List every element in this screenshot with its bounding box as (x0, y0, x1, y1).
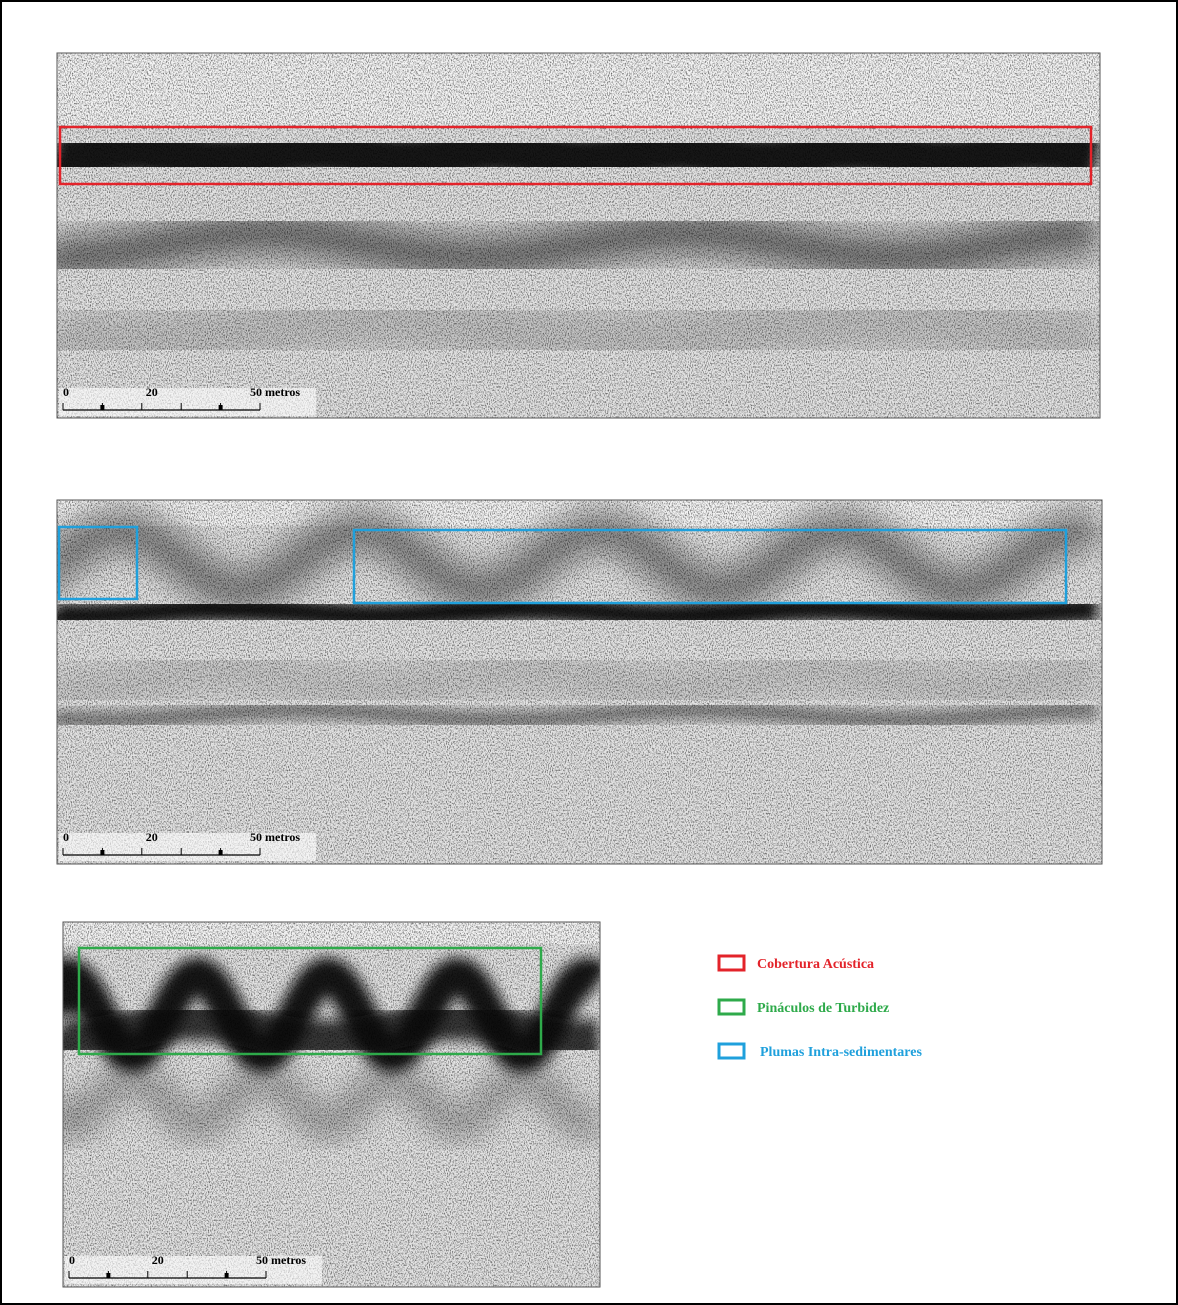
sonar-image (57, 53, 1100, 418)
scale-label: 0 (69, 1253, 75, 1267)
scale-mark (219, 405, 223, 410)
scale-label: 20 (146, 830, 158, 844)
figure: 0 20 50 metros 0 20 50 metros 0 20 50 metros Cobe… (0, 0, 1178, 1305)
speckle (57, 53, 1100, 418)
scale-label: 0 (63, 830, 69, 844)
legend-label: Cobertura Acústica (757, 957, 874, 972)
sonar-panel: 0 20 50 metros (63, 922, 600, 1287)
sonar-panel: 0 20 50 metros (57, 500, 1102, 864)
sonar-panel: 0 20 50 metros (57, 53, 1100, 418)
legend-label: Plumas Intra-sedimentares (760, 1045, 922, 1060)
speckle (57, 500, 1102, 864)
sonar-image (63, 922, 600, 1287)
scale-label: 0 (63, 385, 69, 399)
scale-label: 20 (152, 1253, 164, 1267)
scale-mark (225, 1273, 229, 1278)
scale-mark (219, 850, 223, 855)
sonar-image (57, 500, 1102, 864)
scale-mark (100, 405, 104, 410)
scale-label: 50 metros (250, 830, 300, 844)
scale-label: 20 (146, 385, 158, 399)
speckle (63, 922, 600, 1287)
scale-label: 50 metros (256, 1253, 306, 1267)
scale-mark (100, 850, 104, 855)
legend-label: Pináculos de Turbidez (757, 1001, 889, 1016)
scale-label: 50 metros (250, 385, 300, 399)
scale-mark (106, 1273, 110, 1278)
